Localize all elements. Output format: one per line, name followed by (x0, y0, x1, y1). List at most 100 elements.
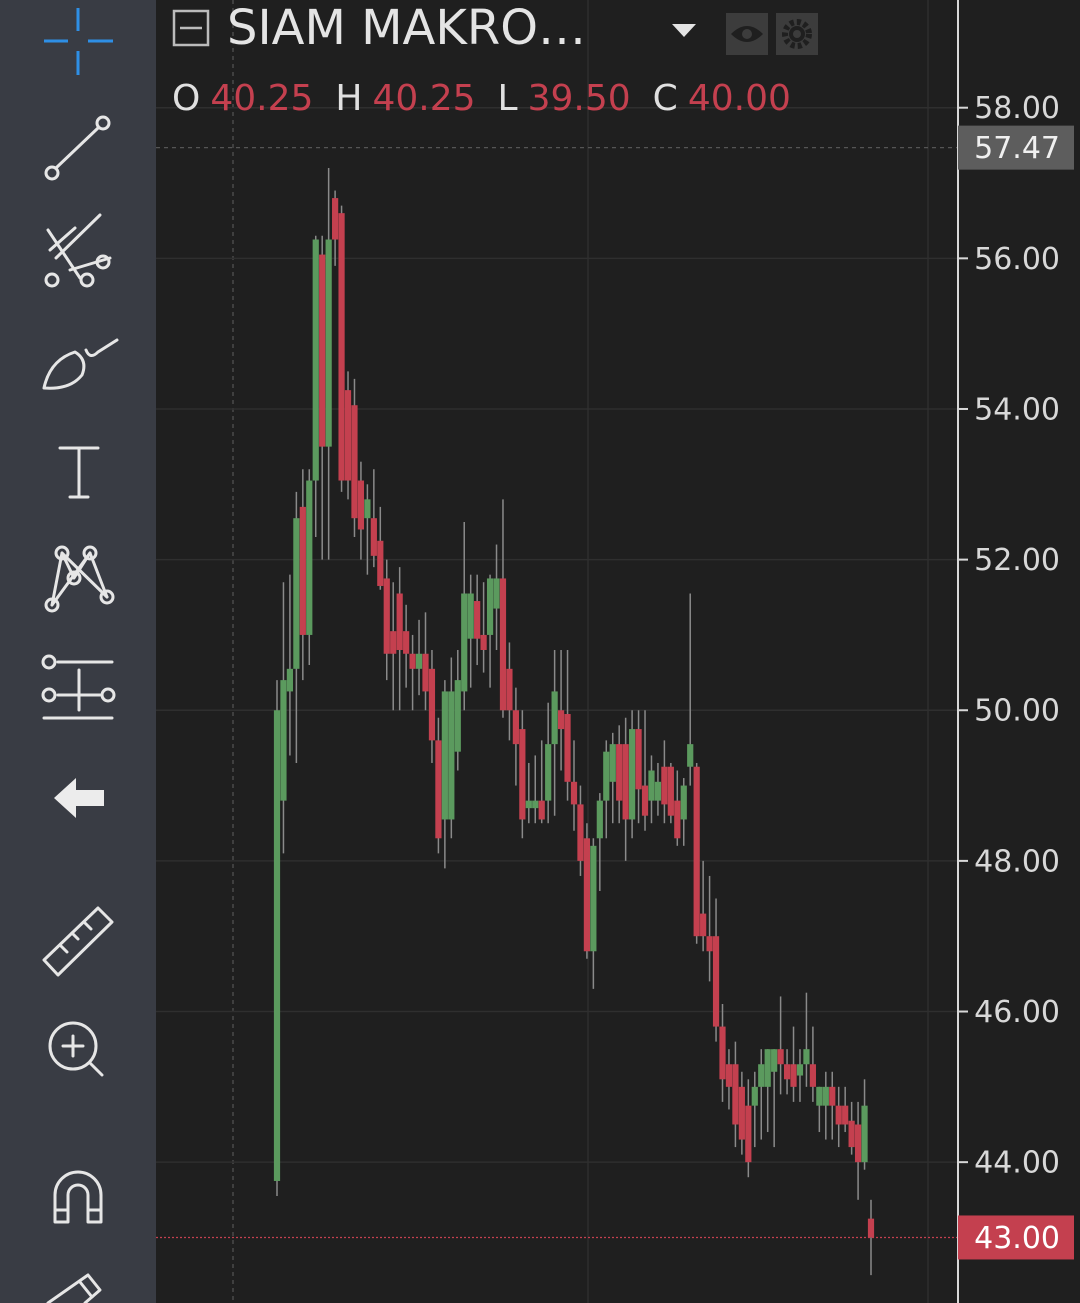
y-tick-label: 58.00 (974, 91, 1060, 126)
candle-body (525, 800, 532, 809)
candle-body (816, 1086, 823, 1106)
y-tick-label: 48.00 (974, 844, 1060, 879)
candle-body (635, 729, 642, 790)
candle-body (764, 1049, 771, 1087)
candle-body (790, 1064, 797, 1087)
pattern-tool[interactable] (44, 545, 115, 613)
candle-body (577, 804, 584, 861)
grid (232, 0, 929, 1303)
candle-body (648, 770, 655, 801)
candle-body (738, 1086, 745, 1140)
ohlc-value: 40.25 (210, 78, 313, 119)
candle-body (280, 680, 287, 801)
magnet-tool[interactable] (53, 1170, 103, 1224)
candle-body (687, 744, 694, 767)
ohlc-name: L (498, 78, 518, 119)
crosshair-price-label: 57.47 (974, 131, 1060, 166)
candle-body (629, 729, 636, 820)
back-arrow[interactable] (54, 778, 104, 818)
y-tick-label: 46.00 (974, 995, 1060, 1030)
candle-body (706, 936, 713, 952)
zoom-tool[interactable] (48, 1021, 104, 1077)
settings-button[interactable] (776, 13, 818, 55)
candle-body (441, 691, 448, 820)
candle-body (667, 766, 674, 816)
visibility-button[interactable] (726, 13, 768, 55)
candle-body (422, 653, 429, 692)
y-tick-label: 54.00 (974, 392, 1060, 427)
candle-body (680, 785, 687, 820)
candle-body (428, 668, 436, 741)
ohlc-value: 40.25 (372, 78, 475, 119)
candle-body (809, 1064, 816, 1087)
candle-body (758, 1064, 765, 1087)
ohlc-legend: O 40.25 H 40.25 L 39.50 C 40.00 (172, 78, 791, 119)
candle-body (370, 518, 377, 556)
candle-body (641, 785, 649, 816)
candle-body (861, 1105, 868, 1163)
y-tick-label: 56.00 (974, 242, 1060, 277)
candle-body (448, 691, 455, 820)
candle-body (390, 631, 397, 654)
candle-body (719, 1026, 726, 1080)
candle-body (570, 781, 578, 805)
candle-body (603, 751, 610, 801)
symbol-dropdown[interactable] (672, 24, 696, 37)
symbol-title[interactable]: SIAM MAKRO… (227, 0, 586, 56)
collapse-button[interactable] (172, 9, 210, 47)
candle-body (551, 691, 558, 745)
ohlc-name: C (653, 78, 678, 119)
candle-body (796, 1064, 804, 1076)
last-price-box (958, 1215, 1074, 1260)
candle-body (848, 1120, 855, 1148)
candle-body (609, 744, 616, 782)
candle-body (777, 1049, 784, 1065)
candle-body (299, 506, 306, 635)
toolbar (0, 0, 156, 1303)
candle-body (467, 593, 474, 639)
ohlc-name: H (335, 78, 362, 119)
candle-body (829, 1086, 836, 1106)
candle-body (435, 740, 442, 839)
candle-body (557, 710, 565, 730)
candle-body (583, 838, 591, 952)
candle-body (693, 766, 700, 937)
crosshair-tool[interactable] (44, 8, 113, 75)
ruler-tool[interactable] (42, 906, 114, 977)
pencil-tool[interactable] (46, 1273, 102, 1303)
candle-body (822, 1086, 829, 1106)
candle-body (325, 239, 332, 447)
candle-body (506, 668, 513, 711)
toolbar-bg (0, 0, 156, 1303)
candle-body (532, 800, 539, 809)
candle-body (319, 254, 326, 447)
candle-body (493, 578, 500, 609)
y-tick-label: 44.00 (974, 1146, 1060, 1181)
candle-body (312, 239, 319, 481)
pitchfork-tool[interactable] (44, 213, 112, 288)
candle-body (332, 198, 339, 240)
candle-body (364, 499, 371, 519)
candle-body (403, 631, 410, 654)
candle-body (357, 480, 365, 530)
trend-line-tool[interactable] (44, 115, 111, 181)
candle-body (564, 714, 571, 782)
candle-body (377, 540, 384, 586)
measure-tool[interactable] (41, 654, 116, 720)
text-tool[interactable] (58, 446, 100, 499)
candle-body (654, 781, 662, 801)
candle-body (338, 213, 345, 481)
candle-body (590, 845, 597, 952)
candle-body (344, 390, 352, 481)
candle-body (854, 1124, 862, 1163)
candle-body (661, 766, 668, 805)
candle-body (286, 668, 294, 692)
candle-body (842, 1105, 849, 1125)
candle-body (771, 1049, 778, 1072)
candle-body (596, 800, 603, 839)
plot (156, 106, 958, 1276)
brush-tool[interactable] (42, 338, 119, 390)
